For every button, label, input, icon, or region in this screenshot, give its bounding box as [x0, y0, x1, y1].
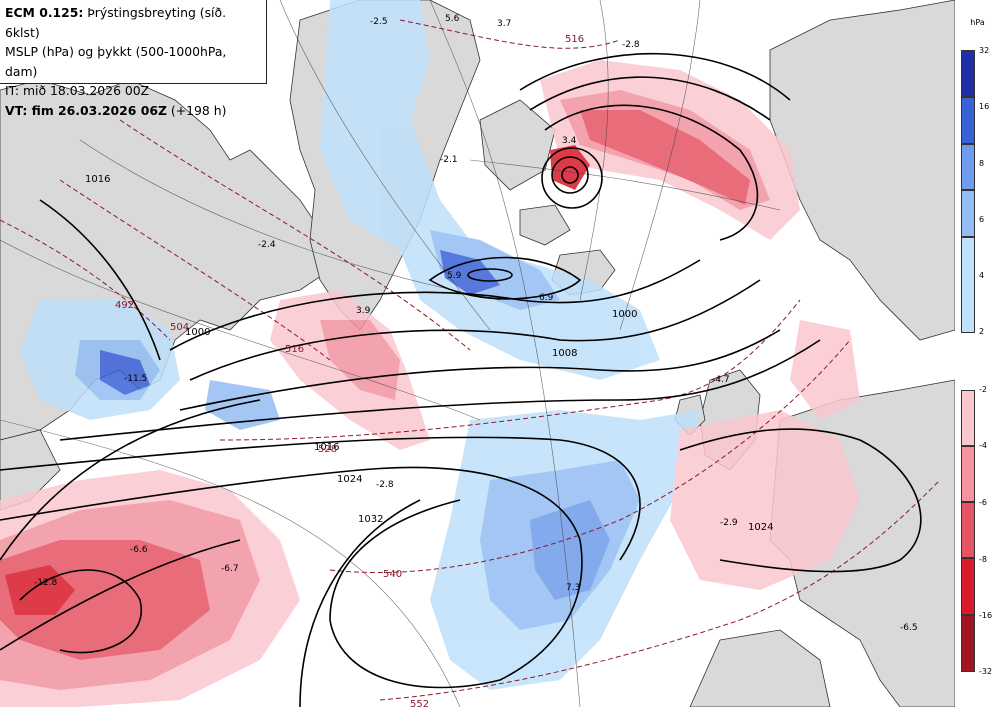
tendency-label: 3.7 — [497, 19, 511, 29]
legend-tick: -8 — [979, 555, 987, 564]
legend-swatch — [961, 558, 975, 615]
legend-swatch — [961, 190, 975, 237]
thickness-label: 504 — [170, 322, 189, 333]
thickness-label: 540 — [383, 569, 402, 580]
isobar-label: 1008 — [552, 348, 577, 359]
model-name: ECM 0.125: — [5, 5, 84, 20]
legend-tick: -32 — [979, 667, 993, 676]
subtitle-line: MSLP (hPa) og þykkt (500-1000hPa, dam) — [5, 44, 227, 79]
thickness-label: 516 — [285, 344, 304, 355]
lead-time: (+198 h) — [166, 102, 227, 118]
legend-unit: hPa — [970, 18, 985, 27]
legend-tick: -4 — [979, 441, 987, 450]
isobar-label: 1032 — [358, 514, 383, 525]
title-line: ECM 0.125: Þrýstingsbreyting (síð. 6klst… — [5, 3, 261, 42]
isobar-label: 1024 — [748, 522, 773, 533]
legend-tick: 32 — [979, 46, 990, 55]
isobar-label: 1016 — [85, 174, 110, 185]
tendency-label: -4.7 — [712, 375, 730, 385]
init-time: IT: mið 18.03.2026 00Z — [5, 83, 150, 98]
tendency-label: -2.8 — [622, 40, 640, 50]
thickness-label: 516 — [565, 34, 584, 45]
legend-tick: 16 — [979, 102, 990, 111]
thickness-label: 492 — [115, 300, 134, 311]
isobar-label: 1000 — [185, 327, 210, 338]
thickness-labels: 492 504 516 516 528 540 552 — [115, 34, 584, 707]
isobar-label: 1016 — [314, 442, 339, 453]
tendency-label: -2.4 — [258, 240, 276, 250]
valid-time-line: VT: fim 26.03.2026 06Z (+198 h) — [5, 101, 261, 121]
legend-tick: 2 — [979, 327, 985, 336]
isobar-label: 1024 — [337, 474, 362, 485]
legend-tick: -16 — [979, 611, 993, 620]
info-box: ECM 0.125: Þrýstingsbreyting (síð. 6klst… — [0, 0, 267, 118]
tendency-label: 5.9 — [447, 271, 462, 281]
valid-time: VT: fim 26.03.2026 06Z — [5, 102, 167, 118]
legend-tick: 8 — [979, 159, 985, 168]
legend-swatch — [961, 390, 975, 446]
tendency-label: 5.6 — [445, 14, 460, 24]
tendency-label: -6.5 — [900, 623, 918, 633]
legend-swatch — [961, 237, 975, 333]
legend-swatch — [961, 502, 975, 558]
thickness-label: 552 — [410, 699, 429, 707]
tendency-label: -6.6 — [130, 545, 148, 555]
legend-swatch — [961, 446, 975, 502]
isobar-contours — [0, 52, 922, 707]
tendency-label: 6.9 — [539, 293, 554, 303]
tendency-label: -2.5 — [370, 17, 388, 27]
color-legend: hPa 32 16 8 6 4 2 -2 -4 -6 -8 -16 -32 — [955, 0, 1000, 707]
thickness-contours — [0, 19, 941, 701]
legend-tick: -6 — [979, 498, 987, 507]
legend-swatch — [961, 97, 975, 144]
tendency-label: 7.3 — [566, 583, 580, 593]
isobar-labels: 1016 1000 1008 1000 1016 1024 1032 1024 — [85, 174, 773, 533]
tendency-label: 3.4 — [562, 136, 577, 146]
weather-map: 1016 1000 1008 1000 1016 1024 1032 1024 … — [0, 0, 955, 707]
legend-tick: -2 — [979, 385, 987, 394]
legend-swatch — [961, 144, 975, 190]
field-name: Þrýstingsbreyting (síð. 6klst) — [5, 5, 227, 40]
tendency-label: -11.5 — [124, 374, 147, 384]
tendency-label: 3.9 — [356, 306, 371, 316]
tendency-label: -2.8 — [376, 480, 394, 490]
legend-tick: 4 — [979, 271, 985, 280]
isobar-label: 1000 — [612, 309, 637, 320]
tendency-label: -2.9 — [720, 518, 738, 528]
tendency-labels: -2.5 5.6 3.7 -2.8 -2.1 3.4 -2.4 5.9 6.9 … — [34, 14, 918, 633]
tendency-label: -12.8 — [34, 578, 58, 588]
tendency-label: -6.7 — [221, 564, 239, 574]
legend-swatch — [961, 615, 975, 672]
legend-swatch — [961, 50, 975, 97]
tendency-label: -2.1 — [440, 155, 458, 165]
thickness-label: 528 — [318, 444, 337, 455]
legend-tick: 6 — [979, 215, 985, 224]
